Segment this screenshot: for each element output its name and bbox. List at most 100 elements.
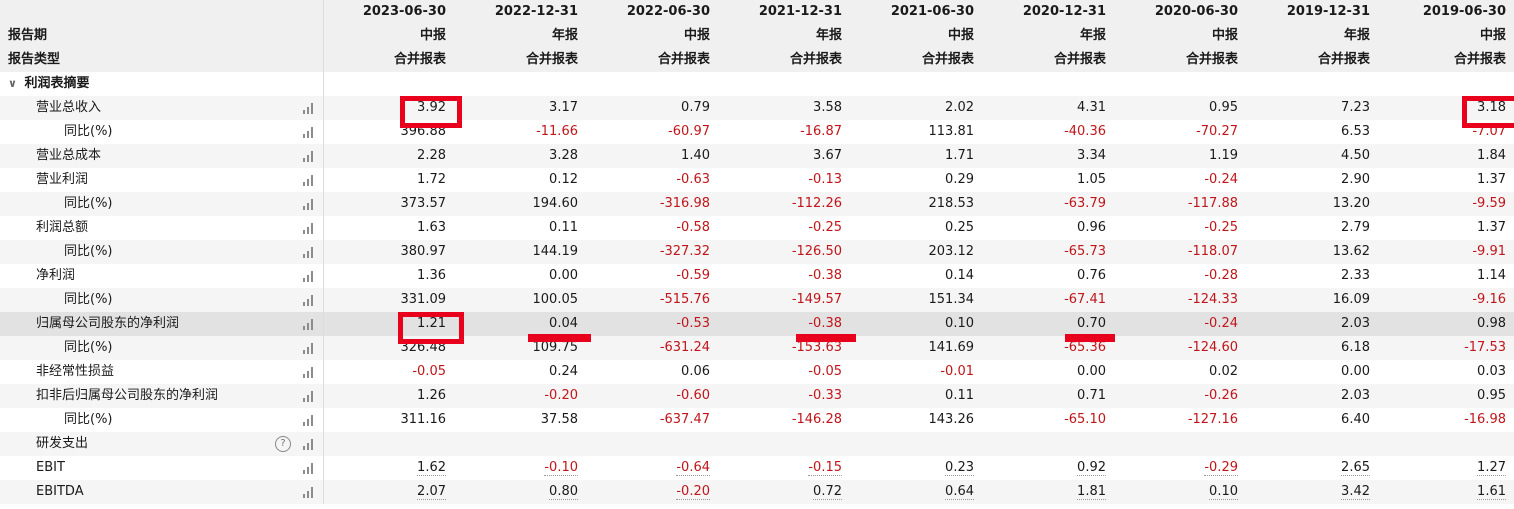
- value-text: 13.20: [1332, 196, 1370, 211]
- value-text: -9.16: [1472, 292, 1506, 307]
- table-row[interactable]: 利润总额 1.63 0.11 -0.58 -0.25 0.25 0.96 -0.25 2.79 1…: [0, 216, 1514, 240]
- value-cell: 0.72: [720, 480, 852, 504]
- value-cell: 0.23: [852, 456, 984, 480]
- table-row[interactable]: EBITDA 2.07 0.80 -0.20 0.72 0.64 1.81 0.10 3.42 1…: [0, 480, 1514, 504]
- value-text: -118.07: [1187, 244, 1238, 259]
- period-cell-4: 2021-06-30: [890, 4, 974, 19]
- value-text: 311.16: [400, 412, 447, 427]
- value-text: 2.02: [945, 100, 974, 115]
- row-label-text: 同比(%): [64, 244, 113, 259]
- value-text: 0.02: [1209, 364, 1238, 379]
- table-row[interactable]: 归属母公司股东的净利润 1.21 0.04 -0.53 -0.38 0.10 0.70 -0.…: [0, 312, 1514, 336]
- value-cell: -146.28: [720, 408, 852, 432]
- table-row[interactable]: 同比(%) 380.97 144.19 -327.32 -126.50 203.12 -65…: [0, 240, 1514, 264]
- value-text: -0.20: [544, 388, 578, 403]
- row-label: 归属母公司股东的净利润: [0, 312, 324, 336]
- highlight-underline-2021-12: [796, 334, 856, 342]
- help-icon[interactable]: ?: [275, 436, 291, 452]
- value-cell: 3.92: [324, 96, 456, 120]
- value-cell: -0.29: [1116, 456, 1248, 480]
- value-text: -0.20: [676, 484, 710, 500]
- value-text: 380.97: [400, 244, 447, 259]
- table-row[interactable]: 营业总成本 2.28 3.28 1.40 3.67 1.71 3.34 1.19 4.50 1.8…: [0, 144, 1514, 168]
- value-text: 0.11: [945, 388, 974, 403]
- value-cell: 1.19: [1116, 144, 1248, 168]
- bar-chart-icon[interactable]: [303, 367, 315, 378]
- value-cell: 113.81: [852, 120, 984, 144]
- bar-chart-icon[interactable]: [303, 271, 315, 282]
- row-label: 营业总成本: [0, 144, 324, 168]
- bar-chart-icon[interactable]: [303, 151, 315, 162]
- bar-chart-icon[interactable]: [303, 391, 315, 402]
- value-cell: 2.90: [1248, 168, 1380, 192]
- value-cell: -67.41: [984, 288, 1116, 312]
- value-cell: -16.87: [720, 120, 852, 144]
- bar-chart-icon[interactable]: [303, 487, 315, 498]
- value-cell: 331.09: [324, 288, 456, 312]
- value-text: 144.19: [532, 244, 579, 259]
- value-cell: 7.23: [1248, 96, 1380, 120]
- table-row[interactable]: 净利润 1.36 0.00 -0.59 -0.38 0.14 0.76 -0.28 2.33 1.…: [0, 264, 1514, 288]
- value-cell: 151.34: [852, 288, 984, 312]
- value-text: 4.50: [1341, 148, 1370, 163]
- chevron-down-icon[interactable]: ∨: [8, 77, 17, 90]
- value-cell: -0.64: [588, 456, 720, 480]
- bar-chart-icon[interactable]: [303, 439, 315, 450]
- bar-chart-icon[interactable]: [303, 127, 315, 138]
- table-row[interactable]: 同比(%) 326.48 109.75 -631.24 -153.63 141.69 -65…: [0, 336, 1514, 360]
- value-cell: 311.16: [324, 408, 456, 432]
- value-text: 37.58: [540, 412, 578, 427]
- value-cell: 6.40: [1248, 408, 1380, 432]
- value-cell: [324, 432, 456, 456]
- value-text: 6.53: [1341, 124, 1370, 139]
- value-cell: -149.57: [720, 288, 852, 312]
- table-row[interactable]: 同比(%) 396.88 -11.66 -60.97 -16.87 113.81 -40.3…: [0, 120, 1514, 144]
- value-text: -0.15: [808, 460, 842, 476]
- bar-chart-icon[interactable]: [303, 103, 315, 114]
- value-cell: 143.26: [852, 408, 984, 432]
- value-text: -9.91: [1472, 244, 1506, 259]
- table-row[interactable]: 同比(%) 311.16 37.58 -637.47 -146.28 143.26 -65.…: [0, 408, 1514, 432]
- bar-chart-icon[interactable]: [303, 463, 315, 474]
- value-text: 0.11: [549, 220, 578, 235]
- value-text: 0.92: [1077, 460, 1106, 476]
- table-row[interactable]: 非经常性损益 -0.05 0.24 0.06 -0.05 -0.01 0.00 0.02 0.0…: [0, 360, 1514, 384]
- bar-chart-icon[interactable]: [303, 415, 315, 426]
- section-header[interactable]: ∨ 利润表摘要: [0, 72, 324, 96]
- bar-chart-icon[interactable]: [303, 295, 315, 306]
- row-label: 利润总额: [0, 216, 324, 240]
- value-text: 6.18: [1341, 340, 1370, 355]
- value-cell: [720, 432, 852, 456]
- bar-chart-icon[interactable]: [303, 343, 315, 354]
- row-label: EBITDA: [0, 480, 324, 504]
- report-period-cell-7: 年报: [1343, 28, 1370, 43]
- table-row[interactable]: 营业利润 1.72 0.12 -0.63 -0.13 0.29 1.05 -0.24 2.90 1…: [0, 168, 1514, 192]
- table-row[interactable]: EBIT 1.62 -0.10 -0.64 -0.15 0.23 0.92 -0.29 2.65…: [0, 456, 1514, 480]
- row-label: 同比(%): [0, 336, 324, 360]
- value-text: -0.26: [1204, 388, 1238, 403]
- bar-chart-icon[interactable]: [303, 223, 315, 234]
- value-cell: [588, 432, 720, 456]
- value-cell: [456, 432, 588, 456]
- row-label-text: 营业总收入: [36, 100, 102, 115]
- section-row[interactable]: ∨ 利润表摘要: [0, 72, 1514, 96]
- value-cell: 4.50: [1248, 144, 1380, 168]
- bar-chart-icon[interactable]: [303, 175, 315, 186]
- value-cell: 2.03: [1248, 384, 1380, 408]
- value-cell: 3.34: [984, 144, 1116, 168]
- bar-chart-icon[interactable]: [303, 247, 315, 258]
- value-text: 1.84: [1477, 148, 1506, 163]
- value-cell: 6.18: [1248, 336, 1380, 360]
- section-empty-cell: [456, 72, 588, 96]
- value-text: -60.97: [668, 124, 710, 139]
- table-row[interactable]: 同比(%) 373.57 194.60 -316.98 -112.26 218.53 -63…: [0, 192, 1514, 216]
- value-cell: [1248, 432, 1380, 456]
- value-text: -117.88: [1187, 196, 1238, 211]
- table-row[interactable]: 扣非后归属母公司股东的净利润 1.26 -0.20 -0.60 -0.33 0.11 0.7…: [0, 384, 1514, 408]
- table-row[interactable]: 同比(%) 331.09 100.05 -515.76 -149.57 151.34 -67…: [0, 288, 1514, 312]
- bar-chart-icon[interactable]: [303, 319, 315, 330]
- value-text: 1.26: [417, 388, 446, 403]
- table-row[interactable]: 研发支出?: [0, 432, 1514, 456]
- bar-chart-icon[interactable]: [303, 199, 315, 210]
- table-row[interactable]: 营业总收入 3.92 3.17 0.79 3.58 2.02 4.31 0.95 7.23 3.1…: [0, 96, 1514, 120]
